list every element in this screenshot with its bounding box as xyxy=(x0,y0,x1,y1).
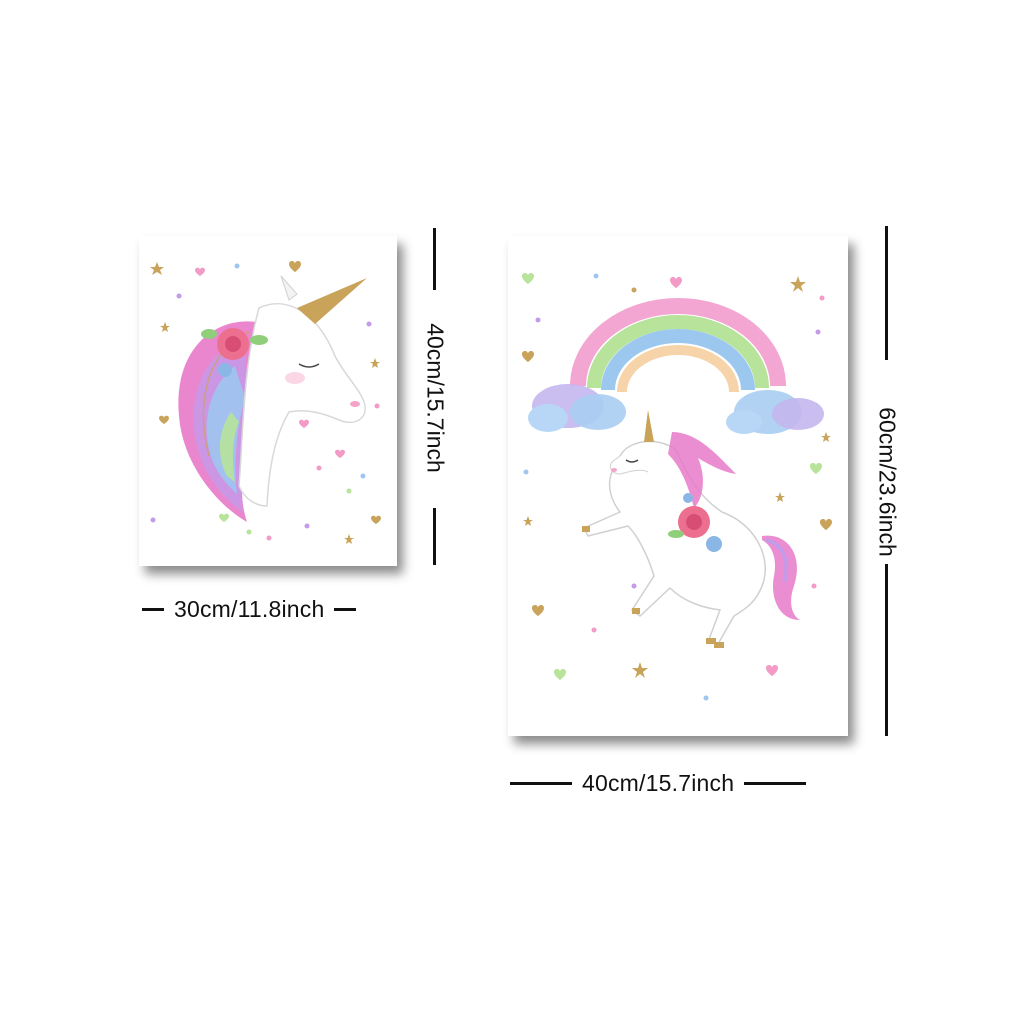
rose-decor xyxy=(201,328,268,377)
clouds xyxy=(528,384,824,434)
dimension-line xyxy=(142,608,164,611)
horn xyxy=(644,410,654,442)
dimension-line xyxy=(744,782,807,785)
dimension-line xyxy=(334,608,357,611)
rainbow xyxy=(570,298,786,393)
dimension-line xyxy=(510,782,572,785)
mane xyxy=(178,321,257,522)
decor-dots xyxy=(523,273,825,701)
width-dimension-small: 30cm/11.8inch xyxy=(142,596,397,623)
dimension-line xyxy=(433,228,436,290)
poster-large xyxy=(508,236,848,736)
height-label-small: 40cm/15.7inch xyxy=(422,323,449,473)
dimension-line xyxy=(885,226,888,360)
width-dimension-large: 40cm/15.7inch xyxy=(510,770,848,797)
decor-hearts xyxy=(159,261,381,524)
height-dimension-small: 40cm/15.7inch xyxy=(423,228,449,566)
decor-hearts xyxy=(522,273,832,680)
unicorn-body xyxy=(582,410,800,648)
unicorn-head xyxy=(238,275,367,507)
unicorn-head-illustration xyxy=(150,261,381,544)
decor-stars xyxy=(150,262,380,544)
dimension-line xyxy=(433,508,436,565)
height-dimension-large: 60cm/23.6inch xyxy=(875,226,901,738)
decor-stars xyxy=(523,276,831,678)
width-label-small: 30cm/11.8inch xyxy=(174,596,325,622)
rearing-unicorn-illustration xyxy=(522,273,832,701)
dimension-line xyxy=(885,564,888,736)
poster-small xyxy=(139,236,397,566)
width-label-large: 40cm/15.7inch xyxy=(582,770,735,796)
height-label-large: 60cm/23.6inch xyxy=(874,407,901,557)
horn xyxy=(297,278,367,324)
